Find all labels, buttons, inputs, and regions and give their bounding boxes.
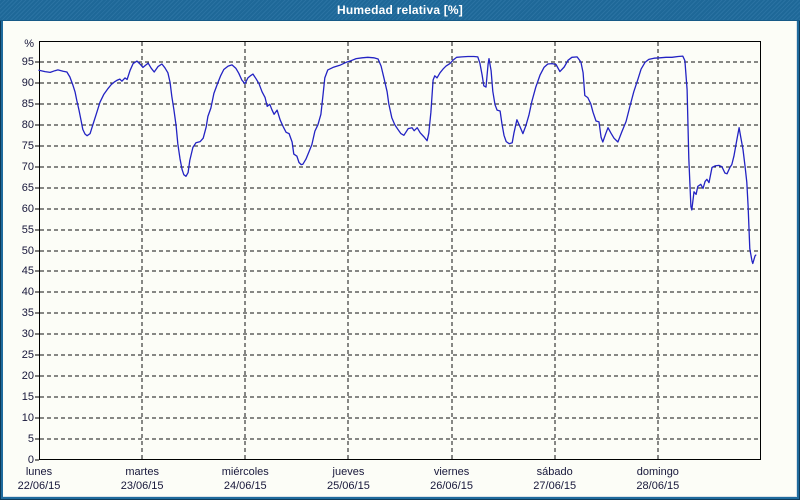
humidity-line	[38, 55, 757, 265]
y-tick-label: 70	[21, 160, 34, 173]
x-axis-day-label: martes 23/06/15	[87, 465, 197, 493]
y-tick-label: 95	[21, 55, 34, 68]
y-tick-label: 65	[21, 181, 34, 194]
day-date-label: 24/06/15	[223, 480, 267, 492]
day-date-label: 22/06/15	[17, 480, 61, 492]
x-axis-day-label: sábado 27/06/15	[500, 465, 610, 493]
x-axis-day-label: jueves 25/06/15	[293, 465, 403, 493]
day-date-label: 23/06/15	[120, 480, 164, 492]
y-tick-label: 55	[21, 223, 34, 236]
y-tick-label: 10	[21, 412, 34, 425]
day-name-label: domingo	[636, 466, 679, 478]
day-date-label: 25/06/15	[327, 480, 370, 492]
day-date-label: 28/06/15	[636, 480, 680, 492]
y-tick-label: 45	[21, 265, 34, 278]
day-name-label: sábado	[536, 466, 573, 478]
y-tick-label: 85	[21, 97, 34, 110]
humidity-line-chart	[35, 41, 761, 461]
y-tick-label: 80	[21, 118, 34, 131]
day-name-label: miércoles	[221, 466, 269, 478]
x-axis-day-label: domingo 28/06/15	[603, 465, 713, 493]
y-tick-label: 75	[21, 139, 34, 152]
y-tick-label: 40	[21, 286, 34, 299]
day-name-label: viernes	[433, 466, 470, 478]
y-tick-label: 60	[21, 202, 34, 215]
day-name-label: martes	[125, 466, 159, 478]
y-tick-label: 15	[21, 391, 34, 404]
day-date-label: 26/06/15	[430, 480, 473, 492]
y-axis-unit-label: %	[24, 38, 34, 50]
x-axis-day-label: viernes 26/06/15	[397, 465, 507, 493]
y-tick-label: 50	[21, 244, 34, 257]
y-tick-label: 0	[27, 454, 34, 466]
y-tick-label: 5	[27, 433, 34, 446]
day-name-label: jueves	[332, 466, 365, 478]
plot-border	[39, 41, 761, 460]
title-bar: Humedad relativa [%]	[0, 0, 800, 21]
y-tick-label: 20	[21, 370, 34, 383]
day-name-label: lunes	[25, 466, 53, 478]
window-title: Humedad relativa [%]	[336, 3, 464, 17]
y-tick-label: 90	[21, 76, 34, 89]
chart-area: % 0 5 10 15 20 25 30 35 40 45 50 55 60 65 70 75 80 85 90 95…	[3, 21, 797, 497]
x-axis-day-label: miércoles 24/06/15	[190, 465, 300, 493]
plot-area	[35, 41, 762, 461]
y-tick-label: 25	[21, 349, 34, 362]
y-tick-label: 30	[21, 328, 34, 341]
day-date-label: 27/06/15	[533, 480, 577, 492]
x-axis-day-label: lunes 22/06/15	[0, 465, 94, 493]
y-tick-label: 35	[21, 307, 34, 320]
